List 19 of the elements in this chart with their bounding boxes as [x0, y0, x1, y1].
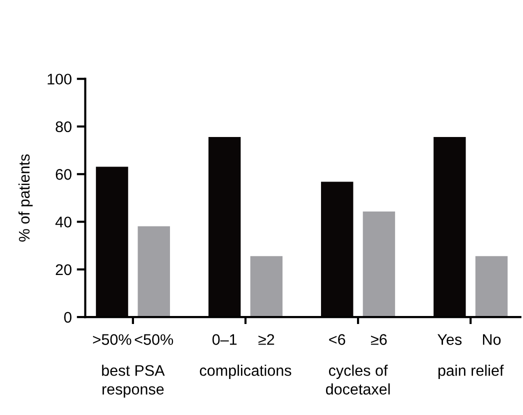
y-axis-title: % of patients [18, 154, 33, 242]
text: complications [200, 364, 292, 379]
y-tick-label: 0 [64, 312, 72, 323]
x-tick-label: >50% [93, 334, 132, 345]
y-tick-label: 40 [55, 216, 72, 228]
x-tick-label: No [483, 334, 501, 345]
y-tick-label: 80 [56, 121, 72, 132]
text: cycles of docetaxel [326, 364, 390, 395]
y-tick-label: 20 [56, 264, 72, 276]
x-tick-label: ≥6 [371, 334, 387, 345]
y-tick-label: 100 [48, 74, 72, 85]
x-tick-label: ≥2 [258, 334, 274, 345]
x-tick-label: <50% [134, 334, 174, 345]
text: pain relief [438, 364, 504, 379]
text: best PSA response [102, 364, 165, 398]
x-tick-label: <6 [329, 334, 346, 345]
x-tick-label: 0–1 [212, 334, 237, 345]
y-tick-label: 60 [56, 169, 72, 180]
x-tick-label: Yes [438, 334, 462, 345]
